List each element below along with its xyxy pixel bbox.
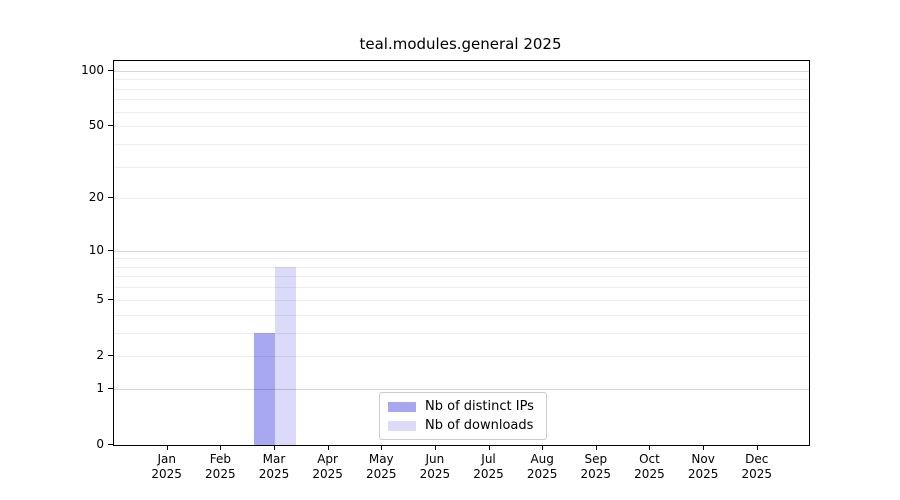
y-tick-label-1: 1 <box>96 380 104 395</box>
gridline-50 <box>114 126 809 128</box>
y-tick-label-5: 5 <box>96 291 104 306</box>
plot-area: Nb of distinct IPs Nb of downloads <box>113 60 810 446</box>
gridline-10 <box>114 250 809 252</box>
gridline-80 <box>114 88 809 90</box>
distinct-ips-swatch <box>388 401 416 412</box>
x-tick-aug-2025 <box>542 445 544 450</box>
gridline-4 <box>114 314 809 316</box>
gridline-9 <box>114 258 809 260</box>
downloads-swatch <box>388 420 416 431</box>
x-tick-jul-2025 <box>488 445 490 450</box>
x-tick-mar-2025 <box>273 445 275 450</box>
bars-layer <box>114 61 809 445</box>
x-tick-label-mar-2025: Mar 2025 <box>258 452 290 481</box>
y-tick-label-20: 20 <box>88 190 104 205</box>
y-tick-2 <box>108 354 113 356</box>
y-tick-label-2: 2 <box>96 347 104 362</box>
x-tick-label-apr-2025: Apr 2025 <box>312 452 343 481</box>
y-tick-label-50: 50 <box>88 118 104 133</box>
bar-nb-of-distinct-ips-mar-2025 <box>253 332 275 445</box>
gridline-3 <box>114 332 809 334</box>
y-tick-label-0: 0 <box>96 437 104 451</box>
y-tick-20 <box>108 197 113 199</box>
gridline-90 <box>114 79 809 81</box>
gridline-100 <box>114 70 809 72</box>
x-tick-jun-2025 <box>434 445 436 450</box>
x-tick-dec-2025 <box>756 445 758 450</box>
x-tick-label-may-2025: May 2025 <box>365 452 397 481</box>
y-tick-10 <box>108 249 113 251</box>
y-tick-100 <box>108 69 113 71</box>
y-tick-50 <box>108 125 113 127</box>
legend-item-downloads: Nb of downloads <box>388 418 537 433</box>
chart-title: teal.modules.general 2025 <box>359 35 562 53</box>
gridline-30 <box>114 166 809 168</box>
x-tick-feb-2025 <box>220 445 222 450</box>
y-tick-1 <box>108 387 113 389</box>
x-tick-label-jul-2025: Jul 2025 <box>473 452 504 481</box>
x-tick-sep-2025 <box>595 445 597 450</box>
gridline-2 <box>114 355 809 357</box>
y-tick-0 <box>108 444 113 445</box>
y-tick-label-100: 100 <box>81 62 104 77</box>
gridline-7 <box>114 276 809 278</box>
x-tick-apr-2025 <box>327 445 329 450</box>
y-tick-5 <box>108 298 113 300</box>
x-tick-label-dec-2025: Dec 2025 <box>741 452 772 481</box>
legend-item-distinct-ips: Nb of distinct IPs <box>388 399 537 414</box>
x-tick-may-2025 <box>381 445 383 450</box>
x-tick-oct-2025 <box>649 445 651 450</box>
x-tick-label-jun-2025: Jun 2025 <box>419 452 451 481</box>
x-tick-label-oct-2025: Oct 2025 <box>634 452 665 481</box>
x-tick-label-feb-2025: Feb 2025 <box>205 452 236 481</box>
x-tick-jan-2025 <box>166 445 168 450</box>
gridline-5 <box>114 299 809 301</box>
x-tick-label-sep-2025: Sep 2025 <box>580 452 612 481</box>
gridline-8 <box>114 266 809 268</box>
legend-label-downloads: Nb of downloads <box>425 418 534 433</box>
gridline-1 <box>114 388 809 390</box>
bar-nb-of-downloads-mar-2025 <box>274 266 296 445</box>
x-tick-label-jan-2025: Jan 2025 <box>151 452 182 481</box>
legend: Nb of distinct IPs Nb of downloads <box>379 392 547 440</box>
legend-label-distinct-ips: Nb of distinct IPs <box>425 399 534 414</box>
gridline-60 <box>114 111 809 113</box>
x-tick-label-nov-2025: Nov 2025 <box>687 452 719 481</box>
gridline-40 <box>114 143 809 145</box>
x-tick-nov-2025 <box>703 445 705 450</box>
y-tick-label-10: 10 <box>88 242 104 257</box>
gridline-70 <box>114 99 809 101</box>
gridline-20 <box>114 198 809 200</box>
grid-layer <box>114 61 809 445</box>
gridline-6 <box>114 287 809 289</box>
x-tick-label-aug-2025: Aug 2025 <box>526 452 558 481</box>
